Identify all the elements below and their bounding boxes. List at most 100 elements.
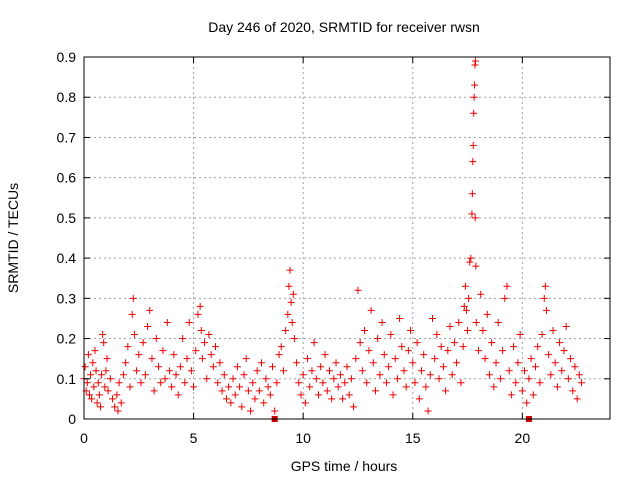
data-point: [100, 339, 108, 347]
data-point: [236, 383, 244, 391]
data-point: [150, 387, 158, 395]
data-points: [80, 57, 586, 422]
data-point: [471, 81, 479, 89]
data-point: [288, 318, 296, 326]
data-point: [209, 363, 217, 371]
data-point: [428, 314, 436, 322]
y-tick-label: 0.5: [57, 210, 77, 226]
data-point: [367, 306, 375, 314]
data-point: [437, 343, 445, 351]
data-point: [382, 379, 390, 387]
data-point: [90, 383, 98, 391]
data-point: [404, 347, 412, 355]
data-point: [117, 399, 125, 407]
data-point: [297, 391, 305, 399]
data-point: [471, 57, 479, 65]
data-point: [260, 399, 268, 407]
data-point: [137, 379, 145, 387]
data-point: [172, 371, 180, 379]
data-point: [459, 343, 467, 351]
data-point: [98, 371, 106, 379]
data-point: [295, 379, 303, 387]
data-point: [540, 294, 548, 302]
data-point: [448, 371, 456, 379]
data-point: [293, 359, 301, 367]
data-point: [363, 379, 371, 387]
x-axis-label: GPS time / hours: [291, 458, 398, 474]
data-point: [461, 282, 469, 290]
data-point: [358, 367, 366, 375]
data-point: [545, 351, 553, 359]
data-point: [525, 375, 533, 383]
data-point: [133, 367, 141, 375]
data-point: [444, 347, 452, 355]
y-axis-label: SRMTID / TECUs: [5, 183, 21, 293]
data-point: [562, 322, 570, 330]
data-point: [465, 294, 473, 302]
data-point: [455, 318, 463, 326]
data-point: [185, 318, 193, 326]
data-point: [435, 375, 443, 383]
data-point: [534, 343, 542, 351]
data-point: [374, 335, 382, 343]
data-point: [510, 343, 518, 351]
y-tick-label: 0.1: [57, 371, 77, 387]
data-point: [385, 363, 393, 371]
data-point: [481, 355, 489, 363]
data-point: [514, 359, 522, 367]
data-point: [315, 391, 323, 399]
data-point: [103, 355, 111, 363]
data-point: [262, 375, 270, 383]
data-point: [93, 399, 101, 407]
y-tick-label: 0.9: [57, 49, 77, 65]
data-point: [157, 379, 165, 387]
data-point: [299, 371, 307, 379]
data-point: [439, 363, 447, 371]
data-point: [547, 371, 555, 379]
data-point: [485, 371, 493, 379]
data-point: [341, 379, 349, 387]
data-point: [558, 367, 566, 375]
data-point: [393, 375, 401, 383]
data-point: [551, 359, 559, 367]
data-point: [567, 355, 575, 363]
data-point: [242, 355, 250, 363]
data-point: [499, 347, 507, 355]
data-point: [92, 367, 100, 375]
data-point: [304, 355, 312, 363]
data-point: [477, 290, 485, 298]
data-point: [527, 355, 535, 363]
data-point: [541, 282, 549, 290]
data-point: [464, 327, 472, 335]
data-point: [325, 367, 333, 375]
data-point: [216, 359, 224, 367]
data-point: [409, 359, 417, 367]
data-point: [347, 375, 355, 383]
data-point: [573, 395, 581, 403]
data-point: [251, 395, 259, 403]
data-point: [277, 343, 285, 351]
x-tick-label: 10: [295, 430, 311, 446]
data-point: [407, 327, 415, 335]
data-point: [181, 379, 189, 387]
data-point: [501, 294, 509, 302]
y-tick-label: 0: [68, 411, 76, 427]
data-point: [129, 294, 137, 302]
data-point: [389, 391, 397, 399]
data-point: [549, 327, 557, 335]
data-point: [99, 331, 107, 339]
data-point: [505, 367, 513, 375]
data-point: [361, 327, 369, 335]
data-point: [266, 391, 274, 399]
data-point: [96, 403, 104, 411]
gridlines: [84, 57, 610, 419]
data-point: [124, 343, 132, 351]
data-point: [453, 359, 461, 367]
data-point: [220, 371, 228, 379]
data-point: [450, 339, 458, 347]
data-point: [328, 395, 336, 403]
data-point: [148, 355, 156, 363]
data-point: [518, 387, 526, 395]
data-point: [238, 403, 246, 411]
data-point: [231, 391, 239, 399]
